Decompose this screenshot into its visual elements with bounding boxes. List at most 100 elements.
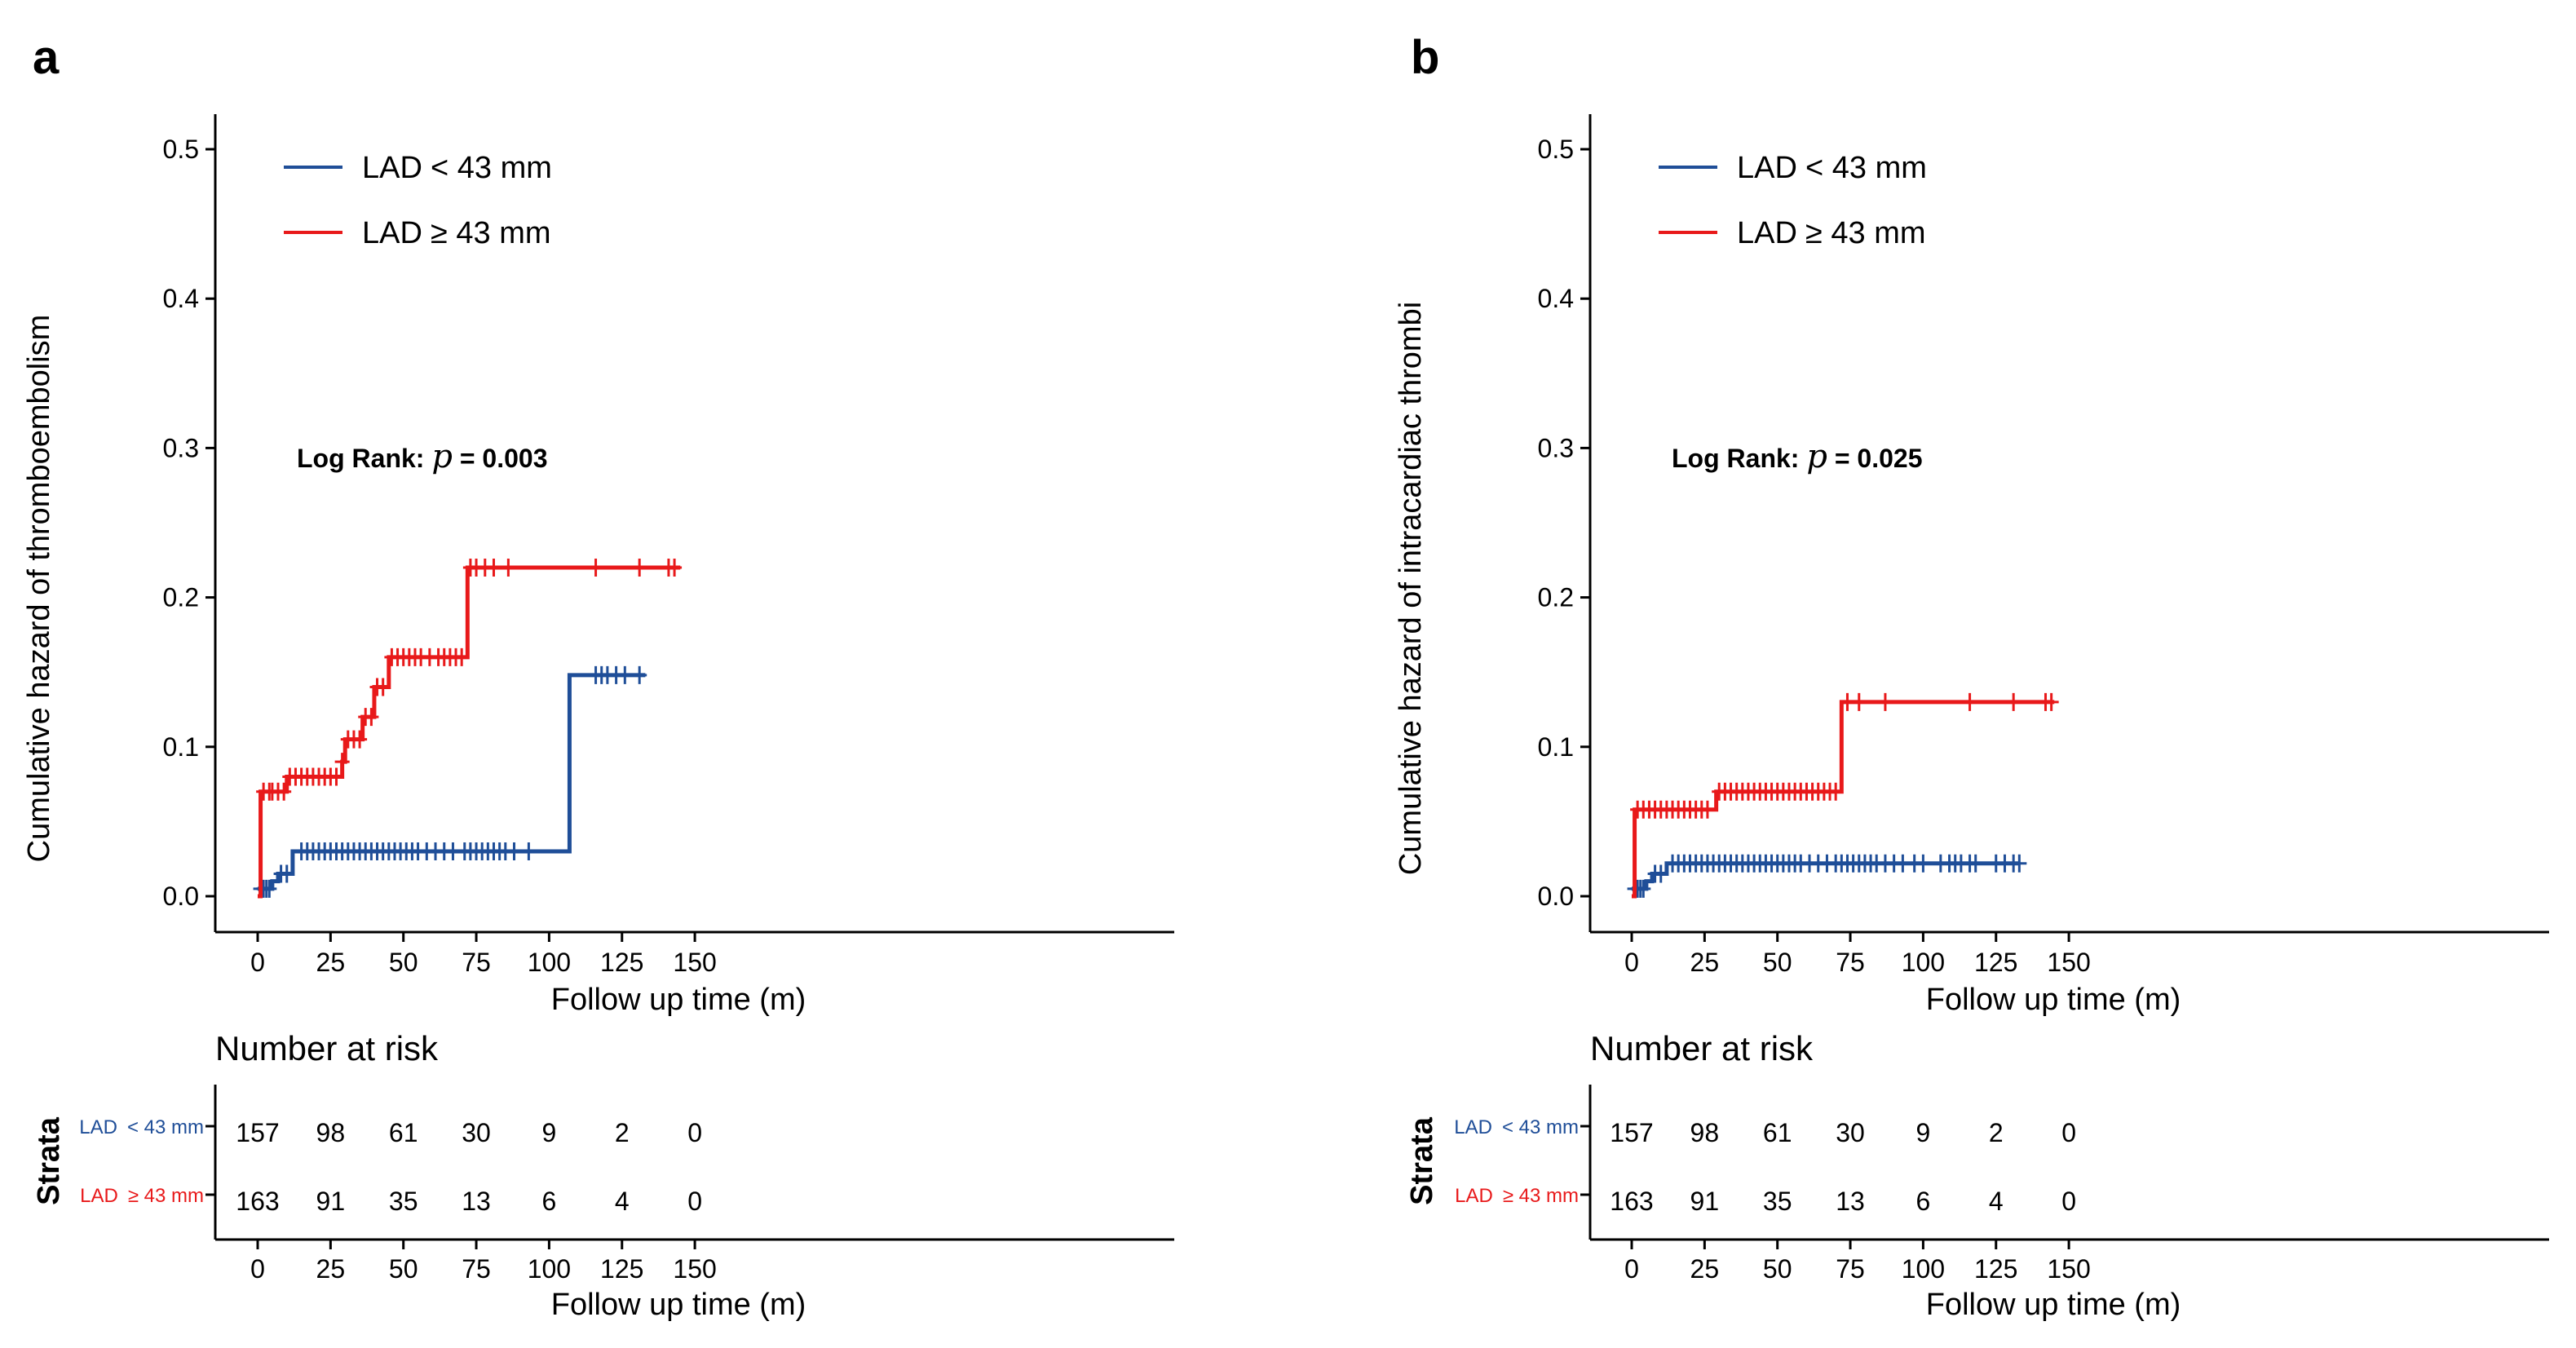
risk-row-label-name: LAD <box>1454 1116 1492 1138</box>
log-rank-value: = 0.025 <box>1827 444 1923 473</box>
y-tick-label: 0.0 <box>163 882 199 911</box>
x-tick-label: 0 <box>1624 948 1639 977</box>
legend-label-range: ≥ 43 mm <box>1805 216 1926 250</box>
log-rank-prefix: Log Rank: <box>1672 444 1806 473</box>
x-tick-label: 50 <box>1763 948 1792 977</box>
risk-row-label-range: ≥ 43 mm <box>128 1185 204 1207</box>
log-rank-p-symbol: p <box>1806 438 1827 475</box>
risk-row-label: LAD ≥ 43 mm <box>80 1185 204 1207</box>
risk-count: 163 <box>1610 1187 1653 1216</box>
risk-row-label: LAD < 43 mm <box>1454 1116 1579 1138</box>
risk-count: 0 <box>2061 1187 2076 1216</box>
risk-count: 4 <box>615 1187 630 1216</box>
censor-mark <box>632 665 647 684</box>
risk-count: 157 <box>1610 1118 1653 1147</box>
y-tick-label: 0.4 <box>163 284 199 313</box>
risk-x-tick-label: 50 <box>1763 1254 1792 1284</box>
risk-count: 2 <box>1989 1118 2004 1147</box>
risk-count: 4 <box>1989 1187 2004 1216</box>
censor-mark <box>2012 854 2027 873</box>
censor-mark <box>364 708 379 727</box>
risk-x-tick-label: 125 <box>600 1254 643 1284</box>
risk-count: 6 <box>542 1187 557 1216</box>
censor-mark <box>506 842 522 861</box>
censor-mark <box>1828 782 1844 801</box>
risk-x-tick-label: 150 <box>2047 1254 2090 1284</box>
risk-x-tick-label: 50 <box>389 1254 418 1284</box>
risk-x-tick-label: 0 <box>250 1254 265 1284</box>
risk-row-label-name: LAD <box>80 1185 118 1207</box>
panel-a: a 0.0 0.1 0.2 0.3 0.4 0.5 0 25 50 75 100 125 150 Follo… <box>22 31 1174 1322</box>
risk-count: 9 <box>1916 1118 1931 1147</box>
series-lad-ge-43 <box>1630 692 2059 899</box>
risk-count: 6 <box>1916 1187 1931 1216</box>
censor-mark <box>588 558 603 577</box>
censor-mark <box>667 558 683 577</box>
risk-table-title: Number at risk <box>215 1029 439 1067</box>
risk-count: 91 <box>1690 1187 1720 1216</box>
risk-count: 30 <box>462 1118 491 1147</box>
censor-mark <box>1699 800 1715 819</box>
risk-row-label-range: ≥ 43 mm <box>1503 1185 1579 1207</box>
risk-count: 35 <box>389 1187 418 1216</box>
risk-x-tick-label: 100 <box>528 1254 571 1284</box>
y-axis-title: Cumulative hazard of thromboembolism <box>22 315 56 863</box>
step-line <box>258 673 646 891</box>
censor-mark <box>1877 692 1893 711</box>
risk-count: 0 <box>2061 1118 2076 1147</box>
censor-mark <box>1962 692 1977 711</box>
y-tick-label: 0.5 <box>163 135 199 164</box>
legend-label-name: LAD <box>362 216 422 250</box>
x-tick-label: 125 <box>600 948 643 977</box>
log-rank-p-symbol: p <box>431 438 453 475</box>
risk-x-axis-title: Follow up time (m) <box>1926 1288 2181 1322</box>
risk-x-tick-label: 0 <box>1624 1254 1639 1284</box>
panel-letter: a <box>33 31 60 84</box>
risk-row-label: LAD ≥ 43 mm <box>1455 1185 1579 1207</box>
risk-row-label-name: LAD <box>1455 1185 1493 1207</box>
x-tick-label: 25 <box>316 948 346 977</box>
risk-x-tick-label: 25 <box>316 1254 346 1284</box>
risk-x-tick-label: 150 <box>673 1254 716 1284</box>
risk-x-tick-label: 75 <box>462 1254 491 1284</box>
risk-table-title: Number at risk <box>1590 1029 1814 1067</box>
step-line <box>1632 700 2055 899</box>
risk-count: 0 <box>687 1118 702 1147</box>
x-tick-label: 150 <box>2047 948 2090 977</box>
legend-label-name: LAD <box>1737 151 1797 185</box>
censor-mark <box>276 782 292 801</box>
risk-row-label-name: LAD <box>79 1116 117 1138</box>
risk-x-tick-label: 125 <box>1974 1254 2017 1284</box>
x-tick-label: 150 <box>673 948 716 977</box>
risk-row-label: LAD < 43 mm <box>79 1116 204 1138</box>
y-tick-label: 0.2 <box>1538 583 1574 612</box>
legend-label-range: ≥ 43 mm <box>431 216 551 250</box>
censor-mark <box>279 864 294 883</box>
risk-count: 0 <box>687 1187 702 1216</box>
censor-mark <box>1968 854 1983 873</box>
censor-mark <box>1851 692 1867 711</box>
legend-label-name: LAD <box>1737 216 1797 250</box>
x-tick-label: 50 <box>389 948 418 977</box>
x-tick-label: 100 <box>528 948 571 977</box>
risk-count: 163 <box>236 1187 279 1216</box>
panel-letter: b <box>1411 31 1439 84</box>
censor-mark <box>501 558 516 577</box>
censor-mark <box>2044 692 2059 711</box>
panel-b: b 0.0 0.1 0.2 0.3 0.4 0.5 0 25 50 75 100 125 150 Follo… <box>1394 31 2549 1322</box>
risk-count: 61 <box>389 1118 418 1147</box>
risk-row-label-range: < 43 mm <box>127 1116 204 1138</box>
series-lad-ge-43 <box>256 558 683 899</box>
censor-mark <box>632 558 647 577</box>
censor-mark <box>352 730 368 749</box>
censor-mark <box>375 678 391 696</box>
legend-label-range: < 43 mm <box>1805 151 1927 185</box>
censor-mark <box>617 665 633 684</box>
risk-count: 13 <box>1836 1187 1865 1216</box>
y-tick-label: 0.3 <box>163 433 199 462</box>
risk-x-axis-title: Follow up time (m) <box>551 1288 806 1322</box>
risk-count: 2 <box>615 1118 630 1147</box>
censor-mark <box>454 647 470 666</box>
y-tick-label: 0.0 <box>1538 882 1574 911</box>
